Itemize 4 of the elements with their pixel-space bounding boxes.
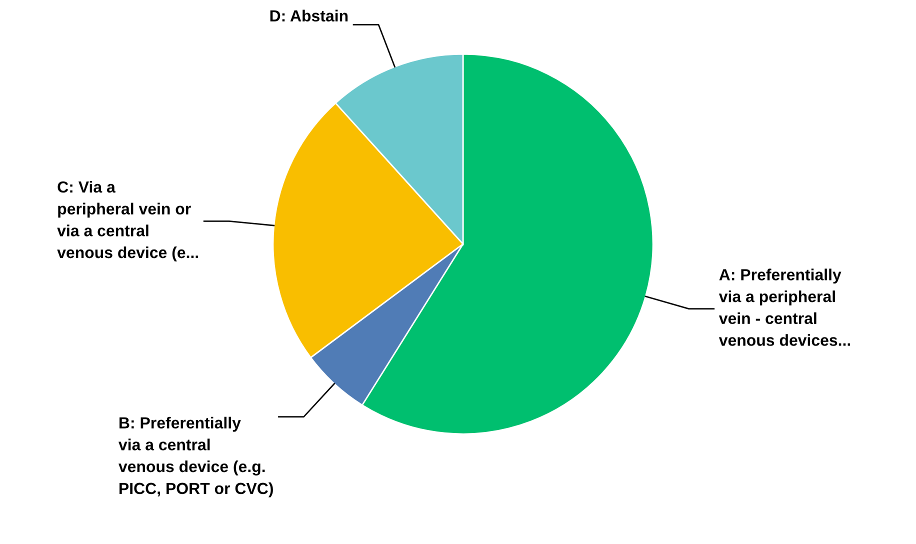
slice-label: B: Preferentially via a central venous device (e.g. PICC, PORT or CVC) <box>118 416 273 498</box>
slice-label: A: Preferentially via a peripheral vein - central venous devices... <box>718 268 850 346</box>
slice-label: D: Abstain <box>270 10 348 22</box>
slice-label: C: Via a peripheral vein or via a central venous device (e... <box>57 180 198 262</box>
